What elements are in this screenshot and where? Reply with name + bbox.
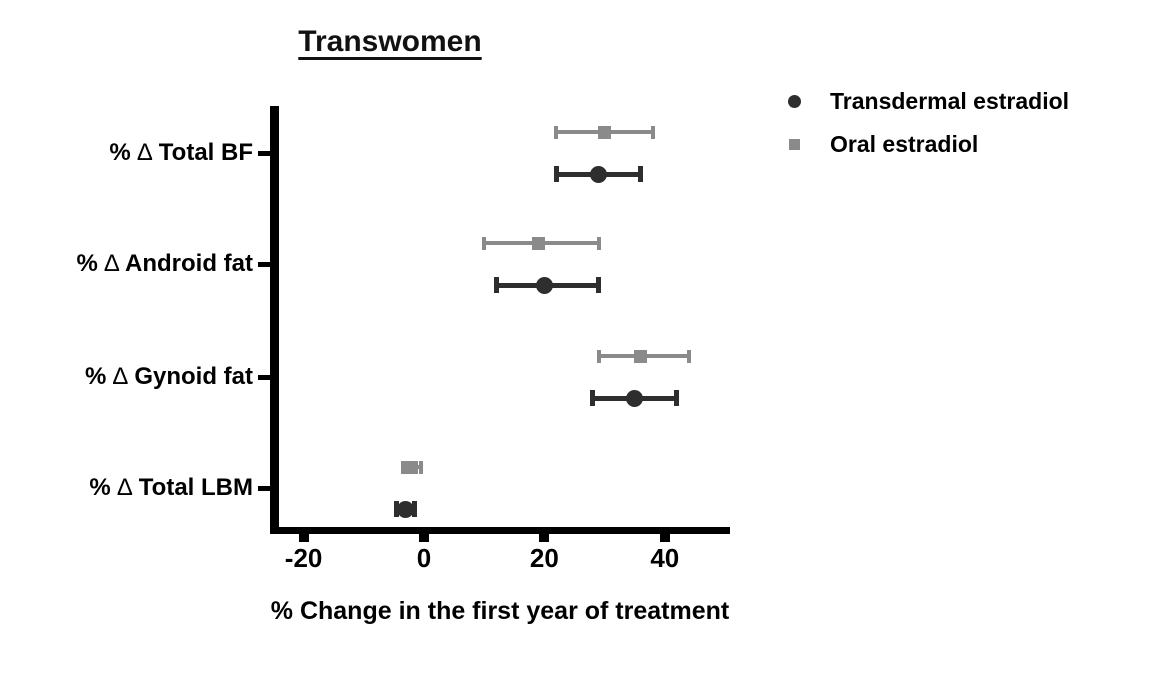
legend: Transdermal estradiol Oral estradiol [788,86,1069,172]
y-axis-category-label: % ∆ Total LBM [89,474,253,501]
y-axis-tick [258,375,270,380]
x-axis-tick [659,534,670,542]
x-axis-tick [539,534,550,542]
error-bar-cap [590,390,596,406]
error-bar-cap [596,349,601,363]
legend-label: Oral estradiol [830,130,979,157]
x-axis-tick-label: 20 [529,543,559,573]
legend-label: Transdermal estradiol [830,87,1070,114]
error-bar-cap [412,501,418,517]
y-axis-category-label: % ∆ Gynoid fat [84,363,253,390]
x-axis-tick-label: 40 [650,543,680,573]
y-axis-tick [258,151,270,156]
x-axis-tick-label: 0 [416,543,432,573]
error-bar-cap [400,460,405,474]
x-axis-tick [419,534,429,542]
error-bar-cap [493,277,499,293]
error-bar-cap [554,125,559,139]
data-point-marker-circle [626,389,644,407]
data-point-marker-square [598,125,612,139]
square-marker-icon [789,138,800,150]
data-point-marker-square [634,349,648,363]
y-axis-tick [258,486,270,491]
error-bar-cap [674,390,680,406]
error-bar-cap [482,236,487,250]
legend-item-transdermal: Transdermal estradiol [788,86,1069,116]
y-axis-category-label: % ∆ Android fat [76,250,253,277]
x-axis-tick-label: -20 [284,543,323,573]
y-axis-category-label: % ∆ Total BF [109,139,253,166]
error-bar-cap [596,236,601,250]
y-axis-tick [258,262,270,267]
data-point-marker-circle [397,500,415,518]
chart-title: Transwomen [298,25,482,58]
error-bar-cap [596,277,602,293]
error-bar-cap [553,166,559,182]
error-bar-cap [686,349,691,363]
data-point-marker-circle [590,165,608,183]
circle-marker-icon [788,94,801,108]
legend-item-oral: Oral estradiol [788,129,1069,159]
data-point-marker-square [405,460,419,474]
data-point-marker-circle [535,276,553,294]
x-axis-tick [298,534,309,542]
error-bar-cap [418,460,423,474]
data-point-marker-square [531,236,545,250]
error-bar-cap [650,125,655,139]
plot-area [270,106,730,534]
error-bar-cap [394,501,400,517]
x-axis-title: % Change in the first year of treatment [270,597,730,625]
error-bar-cap [638,166,644,182]
